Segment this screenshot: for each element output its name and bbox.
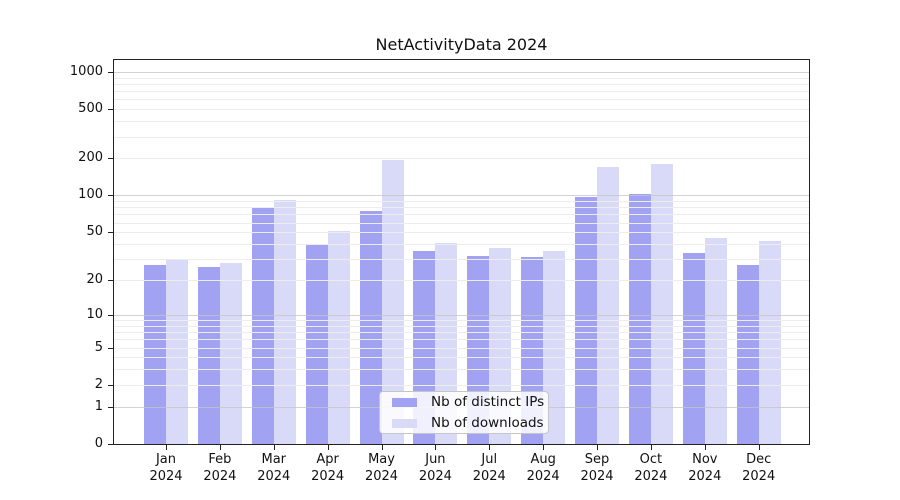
gridline xyxy=(114,207,809,209)
bar-downloads xyxy=(597,167,620,444)
gridline xyxy=(114,158,809,160)
x-axis-tick-label: Jul 2024 xyxy=(472,452,506,484)
y-axis-tick-label: 1 xyxy=(94,398,103,414)
x-tick-mark xyxy=(650,445,652,450)
y-tick-mark xyxy=(108,406,113,408)
gridline xyxy=(114,232,809,234)
y-tick-mark xyxy=(108,444,113,445)
gridline xyxy=(114,332,809,334)
bar-downloads xyxy=(381,160,404,444)
bar-downloads xyxy=(327,231,350,444)
bar-distinct-ips xyxy=(251,207,274,444)
y-tick-mark xyxy=(108,314,113,316)
x-tick-mark xyxy=(597,445,599,450)
bar-downloads xyxy=(166,259,188,444)
x-axis-tick-label: Feb 2024 xyxy=(203,452,237,484)
bar-downloads xyxy=(219,262,242,444)
gridline xyxy=(114,91,809,93)
gridline xyxy=(114,314,809,316)
bar-distinct-ips xyxy=(144,264,166,444)
x-tick-mark xyxy=(758,445,760,450)
y-axis-tick-label: 500 xyxy=(78,101,103,117)
gridline xyxy=(114,369,809,371)
y-tick-mark xyxy=(108,71,113,73)
bar-distinct-ips xyxy=(197,266,220,444)
y-tick-mark xyxy=(108,347,113,349)
x-tick-mark xyxy=(704,445,706,450)
gridline xyxy=(114,121,809,123)
x-axis-tick-label: Sep 2024 xyxy=(580,452,614,484)
x-axis-tick-label: Jun 2024 xyxy=(418,452,452,484)
gridline xyxy=(114,325,809,327)
x-axis-tick-label: Mar 2024 xyxy=(257,452,291,484)
legend: Nb of distinct IPs Nb of downloads xyxy=(379,391,549,434)
y-tick-mark xyxy=(108,158,113,160)
legend-swatch-downloads xyxy=(392,418,417,428)
gridline xyxy=(114,109,809,111)
x-axis-tick-label: Oct 2024 xyxy=(634,452,668,484)
bar-downloads xyxy=(650,163,673,444)
x-tick-mark xyxy=(219,445,221,450)
x-tick-mark xyxy=(489,445,491,450)
plot-area xyxy=(113,59,810,445)
gridline xyxy=(114,99,809,101)
y-tick-mark xyxy=(108,232,113,234)
gridline xyxy=(114,201,809,203)
y-axis-tick-label: 20 xyxy=(86,272,103,288)
y-axis-tick-label: 50 xyxy=(86,224,103,240)
gridline xyxy=(114,357,809,359)
x-tick-mark xyxy=(327,445,329,450)
gridline xyxy=(114,259,809,261)
legend-label-distinct-ips: Nb of distinct IPs xyxy=(431,394,545,410)
x-axis-tick-label: Nov 2024 xyxy=(688,452,722,484)
gridline xyxy=(114,71,809,73)
x-axis-tick-label: Apr 2024 xyxy=(311,452,345,484)
gridline xyxy=(114,195,809,197)
x-axis-tick-label: May 2024 xyxy=(364,452,399,484)
gridline xyxy=(114,83,809,85)
chart-title: NetActivityData 2024 xyxy=(375,35,548,54)
bar-distinct-ips xyxy=(359,211,382,444)
y-axis-tick-label: 200 xyxy=(78,150,103,166)
y-tick-mark xyxy=(108,384,113,386)
x-axis-tick-label: Dec 2024 xyxy=(742,452,776,484)
gridline xyxy=(114,214,809,216)
y-axis-tick-label: 100 xyxy=(78,187,103,203)
bar-downloads xyxy=(273,199,296,444)
y-axis-tick-label: 10 xyxy=(86,306,103,322)
x-tick-mark xyxy=(273,445,275,450)
gridline xyxy=(114,347,809,349)
gridline xyxy=(114,244,809,245)
gridline xyxy=(114,222,809,224)
legend-item-downloads: Nb of downloads xyxy=(390,415,544,431)
legend-swatch-distinct-ips xyxy=(392,397,417,407)
gridline xyxy=(114,384,809,386)
y-tick-mark xyxy=(108,109,113,111)
x-tick-mark xyxy=(543,445,545,450)
gridline xyxy=(114,136,809,138)
x-tick-mark xyxy=(166,445,167,450)
y-axis-tick-label: 2 xyxy=(94,376,103,392)
gridline xyxy=(114,280,809,282)
x-tick-mark xyxy=(435,445,437,450)
x-axis-tick-label: Jan 2024 xyxy=(149,452,183,484)
bar-distinct-ips xyxy=(736,264,759,444)
legend-label-downloads: Nb of downloads xyxy=(431,415,544,431)
legend-item-distinct-ips: Nb of distinct IPs xyxy=(390,394,544,410)
bar-distinct-ips xyxy=(628,193,651,444)
y-tick-mark xyxy=(108,280,113,282)
y-axis-tick-label: 0 xyxy=(94,436,103,451)
y-axis-tick-label: 5 xyxy=(94,339,103,355)
bar-downloads xyxy=(704,237,727,444)
y-axis-tick-label: 1000 xyxy=(69,63,103,79)
gridline xyxy=(114,320,809,321)
bar-downloads xyxy=(758,241,781,444)
gridline xyxy=(114,339,809,341)
x-tick-mark xyxy=(381,445,383,450)
bar-distinct-ips xyxy=(305,245,328,444)
y-tick-mark xyxy=(108,195,113,197)
x-axis-tick-label: Aug 2024 xyxy=(526,452,560,484)
gridline xyxy=(114,77,809,79)
